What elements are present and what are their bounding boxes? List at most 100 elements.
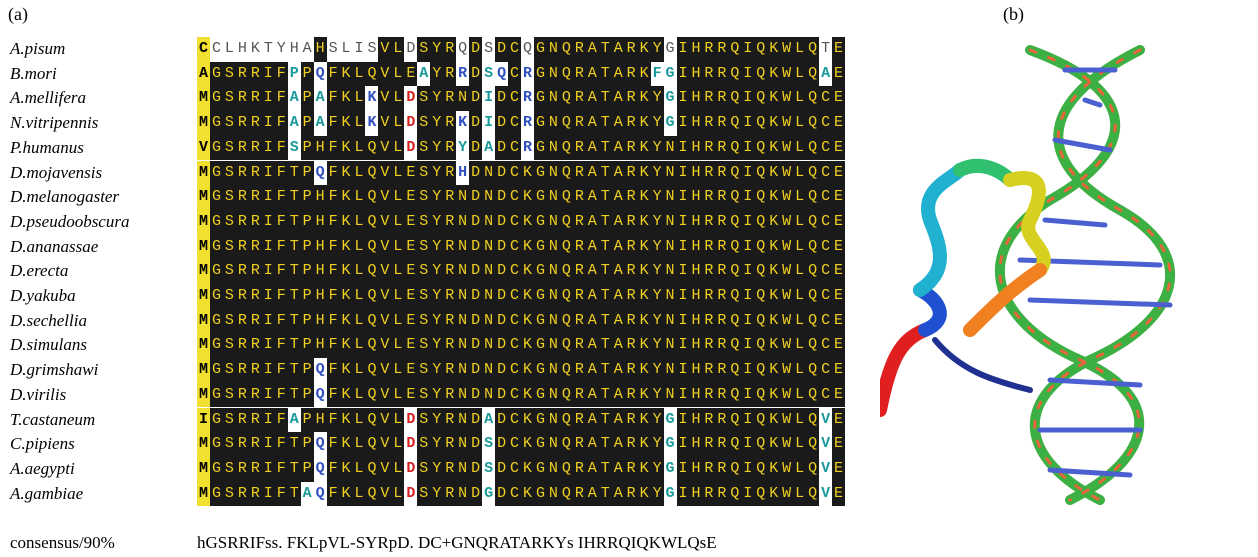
residue: T — [262, 37, 275, 62]
residue: Q — [728, 235, 741, 260]
residue: D — [469, 235, 482, 260]
residue: Q — [754, 161, 767, 186]
residue: I — [262, 136, 275, 161]
residue: K — [638, 235, 651, 260]
residue: I — [741, 482, 754, 507]
residue: A — [586, 408, 599, 433]
residue: H — [314, 259, 327, 284]
residue: D — [469, 383, 482, 408]
residue: I — [262, 432, 275, 457]
residue: A — [586, 333, 599, 358]
residue: F — [275, 210, 288, 235]
residue: G — [534, 383, 547, 408]
residue: L — [353, 161, 366, 186]
residue: G — [534, 62, 547, 87]
residue: A — [301, 482, 314, 507]
residue: L — [793, 284, 806, 309]
residue: W — [780, 161, 793, 186]
residue: I — [741, 432, 754, 457]
residue: L — [340, 37, 353, 62]
residue: R — [443, 62, 456, 87]
residue: N — [547, 185, 560, 210]
residue: L — [793, 457, 806, 482]
residue: M — [197, 333, 210, 358]
residue: A — [197, 62, 210, 87]
residue: A — [586, 358, 599, 383]
species-label: A.gambiae — [10, 483, 83, 505]
residue: Q — [728, 408, 741, 433]
residue: D — [469, 457, 482, 482]
residue: Y — [430, 161, 443, 186]
residue: N — [547, 383, 560, 408]
residue: G — [210, 408, 223, 433]
residue: R — [236, 259, 249, 284]
residue: R — [443, 185, 456, 210]
residue: F — [275, 383, 288, 408]
residue: Y — [430, 333, 443, 358]
residue: C — [210, 37, 223, 62]
residue: G — [210, 210, 223, 235]
residue: Q — [560, 111, 573, 136]
residue: I — [741, 457, 754, 482]
residue: C — [508, 383, 521, 408]
residue: Y — [430, 383, 443, 408]
residue: G — [210, 333, 223, 358]
residue: C — [819, 235, 832, 260]
residue: F — [275, 284, 288, 309]
residue: S — [417, 161, 430, 186]
residue: Q — [365, 284, 378, 309]
residue: K — [767, 86, 780, 111]
residue: S — [223, 358, 236, 383]
residue: Q — [728, 284, 741, 309]
residue: R — [443, 482, 456, 507]
residue: N — [482, 161, 495, 186]
residue: Y — [651, 383, 664, 408]
residue: N — [456, 383, 469, 408]
residue: Y — [430, 482, 443, 507]
residue: I — [262, 309, 275, 334]
residue: R — [625, 161, 638, 186]
species-label: D.sechellia — [10, 310, 87, 332]
residue: L — [391, 259, 404, 284]
residue: K — [521, 408, 534, 433]
residue: G — [210, 457, 223, 482]
residue: R — [702, 136, 715, 161]
residue: Q — [365, 161, 378, 186]
residue: Q — [754, 284, 767, 309]
residue: P — [301, 259, 314, 284]
residue: T — [599, 161, 612, 186]
residue: D — [495, 86, 508, 111]
residue: A — [612, 333, 625, 358]
residue: D — [495, 37, 508, 62]
residue: Q — [314, 161, 327, 186]
residue: R — [443, 284, 456, 309]
residue: R — [702, 432, 715, 457]
residue: S — [417, 309, 430, 334]
residue: R — [249, 309, 262, 334]
residue: I — [677, 86, 690, 111]
residue: L — [353, 457, 366, 482]
residue: Q — [314, 432, 327, 457]
residue: R — [249, 432, 262, 457]
residue: E — [404, 358, 417, 383]
residue: R — [443, 383, 456, 408]
residue: L — [223, 37, 236, 62]
residue: Y — [651, 309, 664, 334]
residue: A — [586, 62, 599, 87]
residue: R — [625, 259, 638, 284]
residue: Q — [728, 358, 741, 383]
residue: Q — [754, 457, 767, 482]
residue: V — [378, 235, 391, 260]
residue: K — [521, 185, 534, 210]
residue: S — [417, 259, 430, 284]
residue: Y — [651, 259, 664, 284]
residue: R — [715, 383, 728, 408]
residue: M — [197, 210, 210, 235]
residue: H — [314, 309, 327, 334]
residue: R — [443, 309, 456, 334]
residue: L — [391, 210, 404, 235]
residue: Y — [651, 358, 664, 383]
residue: R — [625, 37, 638, 62]
residue: F — [327, 408, 340, 433]
residue: Q — [560, 358, 573, 383]
